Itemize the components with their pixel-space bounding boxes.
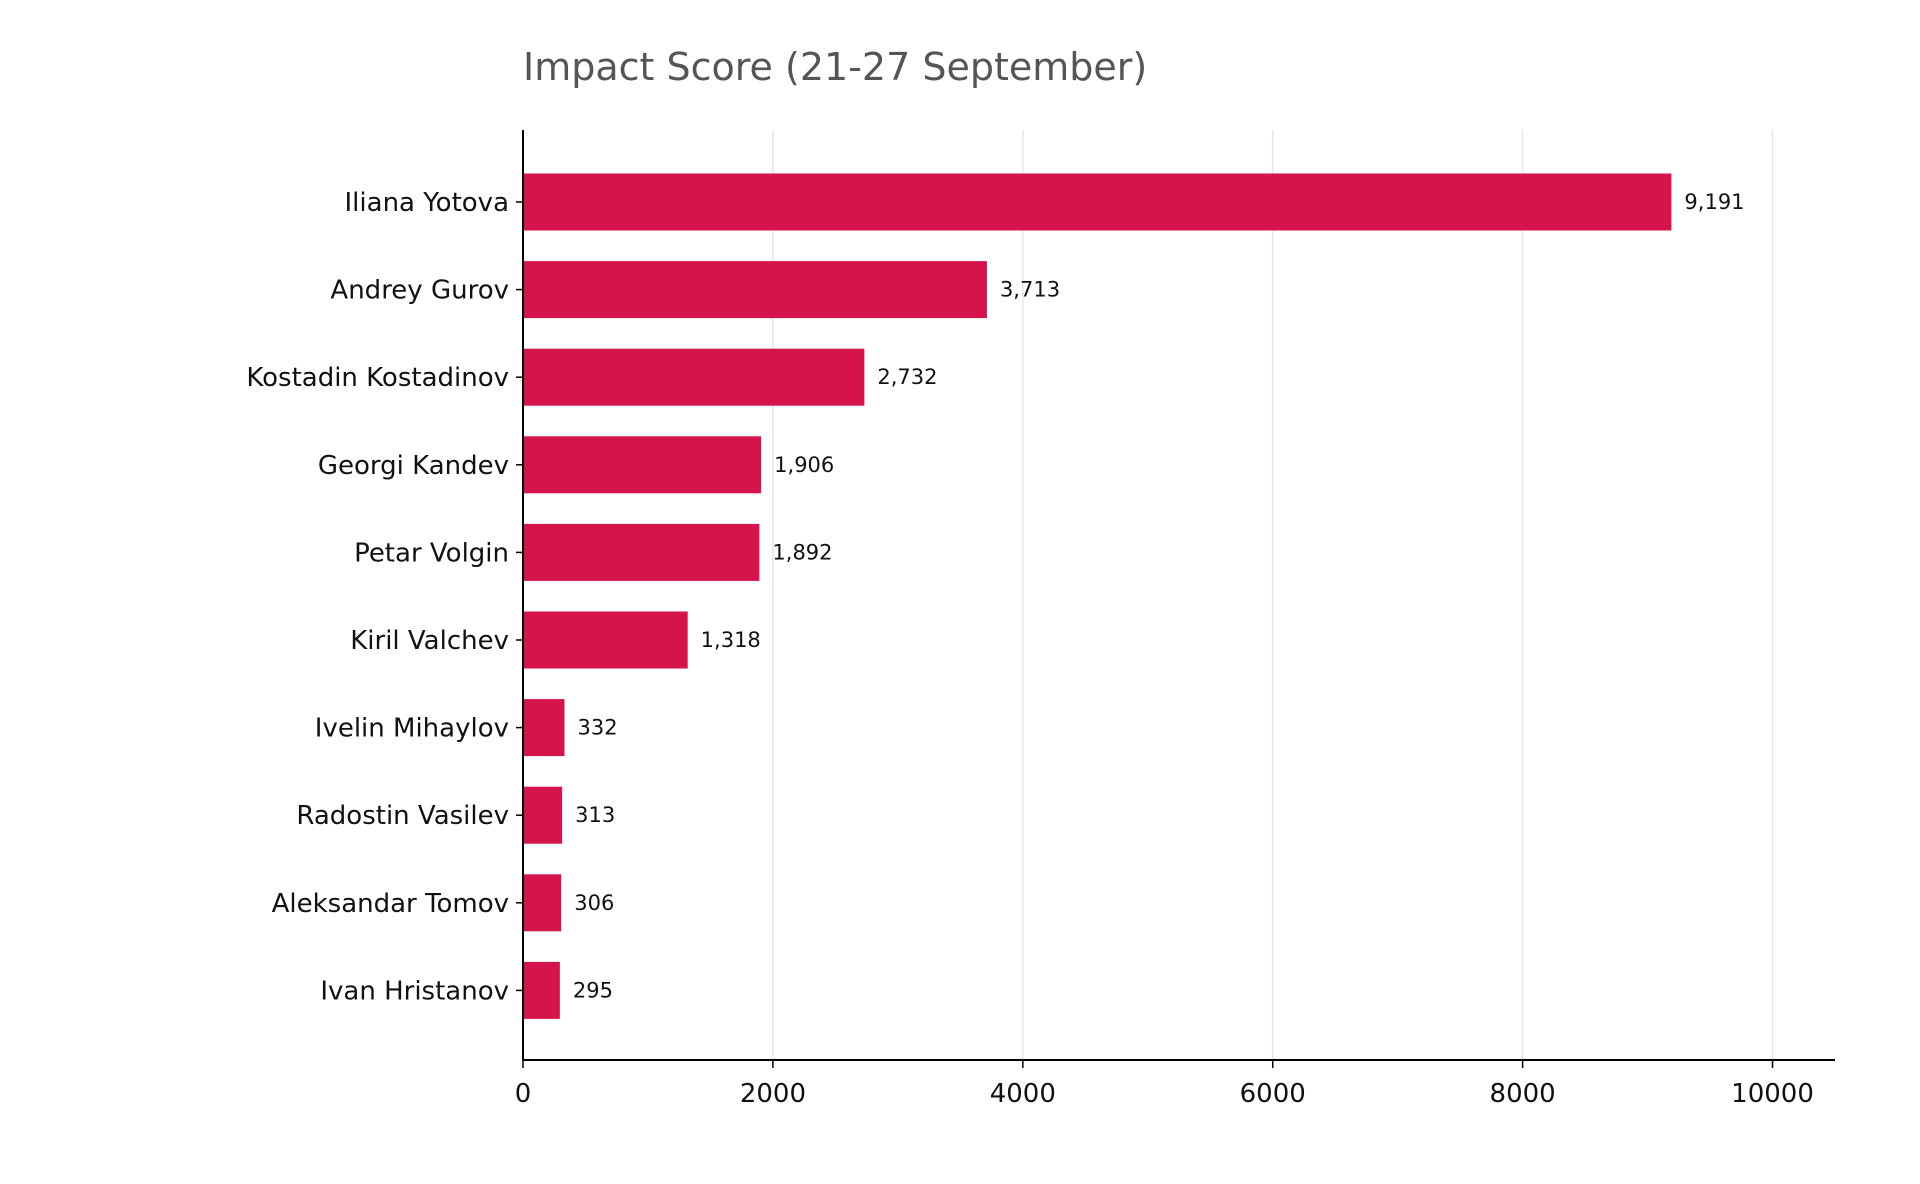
grid-lines: [772, 130, 1774, 1060]
labels: Iliana Yotova 9,191 Andrey Gurov 3,713 Kosta…: [246, 188, 1814, 1109]
bar-ivan-hristanov: [523, 961, 560, 1019]
category-label-ivan-hristanov: Ivan Hristanov: [320, 976, 509, 1006]
data-label-iliana-yotova: 9,191: [1684, 190, 1744, 214]
category-label-ivelin-mihaylov: Ivelin Mihaylov: [315, 714, 509, 744]
chart-title: Impact Score (21-27 September): [523, 45, 1147, 89]
category-label-georgi-kandev: Georgi Kandev: [318, 451, 509, 481]
data-label-aleksandar-tomov: 306: [574, 891, 614, 915]
bar-iliana-yotova: [523, 173, 1672, 231]
data-label-ivelin-mihaylov: 332: [577, 716, 617, 740]
axes: [516, 130, 1835, 1068]
category-label-aleksandar-tomov: Aleksandar Tomov: [272, 889, 509, 919]
bar-radostin-vasilev: [523, 786, 563, 844]
bar-andrey-gurov: [523, 261, 987, 319]
data-label-radostin-vasilev: 313: [575, 803, 615, 827]
bar-kiril-valchev: [523, 611, 688, 669]
bar-aleksandar-tomov: [523, 874, 562, 932]
x-tick-label-6000: 6000: [1240, 1079, 1306, 1109]
data-label-georgi-kandev: 1,906: [774, 453, 834, 477]
x-tick-label-2000: 2000: [740, 1079, 806, 1109]
x-tick-label-4000: 4000: [990, 1079, 1056, 1109]
data-label-kiril-valchev: 1,318: [701, 628, 761, 652]
x-tick-label-0: 0: [515, 1079, 532, 1109]
category-label-kiril-valchev: Kiril Valchev: [350, 626, 509, 656]
data-label-kostadin-kostadinov: 2,732: [877, 365, 937, 389]
category-label-iliana-yotova: Iliana Yotova: [345, 188, 509, 218]
category-label-petar-volgin: Petar Volgin: [354, 538, 509, 568]
category-label-andrey-gurov: Andrey Gurov: [330, 276, 509, 306]
data-label-ivan-hristanov: 295: [573, 978, 613, 1002]
bar-kostadin-kostadinov: [523, 348, 865, 406]
category-label-kostadin-kostadinov: Kostadin Kostadinov: [246, 363, 509, 393]
category-label-radostin-vasilev: Radostin Vasilev: [296, 801, 509, 831]
data-label-petar-volgin: 1,892: [772, 540, 832, 564]
x-tick-label-8000: 8000: [1490, 1079, 1556, 1109]
bar-petar-volgin: [523, 523, 760, 581]
bar-georgi-kandev: [523, 436, 762, 494]
data-label-andrey-gurov: 3,713: [1000, 278, 1060, 302]
x-tick-label-10000: 10000: [1731, 1079, 1814, 1109]
bar-ivelin-mihaylov: [523, 699, 565, 757]
bars: [523, 173, 1672, 1019]
